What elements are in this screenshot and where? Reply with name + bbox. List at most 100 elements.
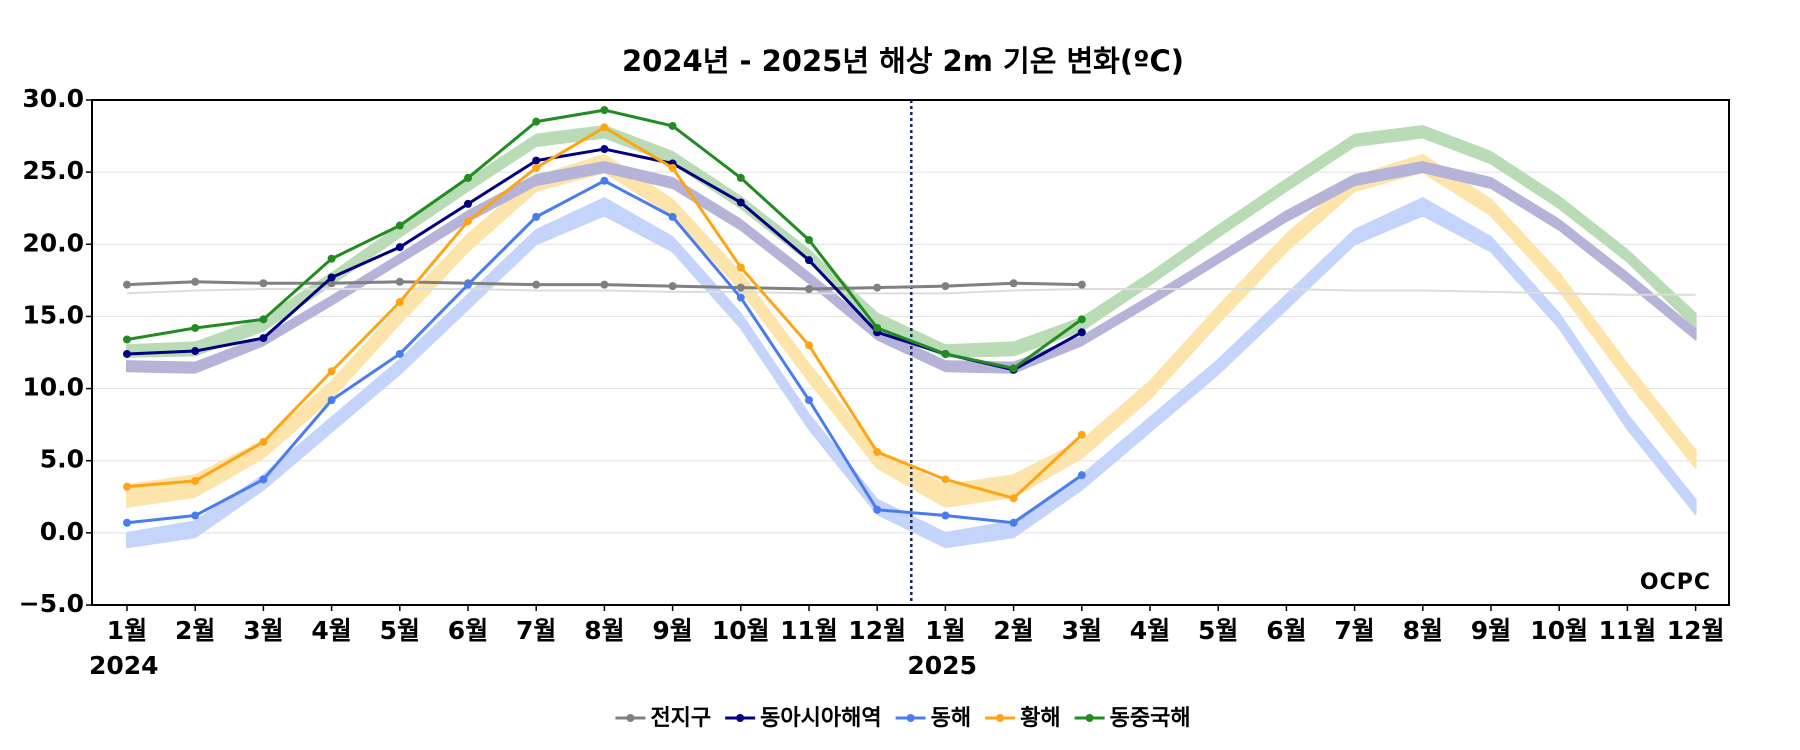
series-marker <box>532 117 541 126</box>
series-marker <box>532 280 541 289</box>
legend-marker <box>1085 714 1094 722</box>
series-marker <box>395 349 404 358</box>
series-marker <box>123 482 131 491</box>
legend-item: 동해 <box>895 706 971 731</box>
year-label: 2024 <box>89 651 159 680</box>
legend-label: 동해 <box>931 706 971 731</box>
y-tick-label: 5.0 <box>40 445 84 474</box>
legend-item: 황해 <box>985 706 1061 731</box>
series-marker <box>1077 315 1086 324</box>
legend-marker <box>736 714 745 722</box>
series-marker <box>736 263 745 272</box>
x-tick-label: 7월 <box>516 616 556 645</box>
x-tick-label: 5월 <box>1198 616 1238 645</box>
series-marker <box>805 341 813 350</box>
series-marker <box>123 280 131 289</box>
x-tick-label: 12월 <box>848 616 906 645</box>
x-tick-label: 11월 <box>1599 616 1657 645</box>
climatology-band <box>126 124 1697 358</box>
x-tick-label: 10월 <box>712 616 770 645</box>
x-tick-label: 12월 <box>1667 616 1725 645</box>
series-marker <box>259 437 268 446</box>
series-marker <box>532 212 541 221</box>
series-marker <box>600 280 609 289</box>
x-tick-label: 8월 <box>584 616 624 645</box>
legend-item: 전지구 <box>615 706 711 731</box>
series-marker <box>736 293 745 302</box>
series-marker <box>191 277 200 286</box>
series-marker <box>805 235 813 244</box>
x-tick-label: 7월 <box>1334 616 1374 645</box>
x-tick-label: 9월 <box>1471 616 1511 645</box>
series-marker <box>873 505 882 514</box>
series-marker <box>736 283 745 292</box>
series-marker <box>1009 279 1018 288</box>
x-tick-label: 3월 <box>243 616 283 645</box>
climatology-band <box>126 161 1697 374</box>
series-marker <box>123 335 131 344</box>
legend: 전지구 동아시아해역 동해 황해 동중국해 <box>615 706 1191 731</box>
series-marker <box>668 282 677 291</box>
series-marker <box>941 475 950 484</box>
series-marker <box>941 349 950 358</box>
series-marker <box>668 121 677 130</box>
legend-label: 동아시아해역 <box>760 706 881 731</box>
x-tick-label: 1월 <box>107 616 147 645</box>
series-marker <box>191 476 200 485</box>
x-tick-label: 3월 <box>1062 616 1102 645</box>
plot-frame <box>91 99 1730 606</box>
x-tick-label: 10월 <box>1530 616 1588 645</box>
series-marker <box>668 212 677 221</box>
legend-marker <box>626 714 635 722</box>
series-marker <box>1009 364 1018 373</box>
y-tick-label: 15.0 <box>22 300 84 329</box>
series-marker <box>395 298 404 306</box>
series-marker <box>805 396 813 405</box>
series-marker <box>941 511 950 520</box>
series-marker <box>805 256 813 265</box>
x-tick-label: 1월 <box>925 616 965 645</box>
series-marker <box>327 396 336 405</box>
series-marker <box>600 106 609 115</box>
series-marker <box>1077 280 1086 289</box>
x-tick-label: 11월 <box>780 616 838 645</box>
series-marker <box>668 163 677 172</box>
series-marker <box>327 273 336 282</box>
series-marker <box>191 511 200 520</box>
series-marker <box>327 254 336 263</box>
legend-label: 전지구 <box>650 706 711 731</box>
series-marker <box>464 280 472 289</box>
series-marker <box>464 173 472 182</box>
climatology-band <box>126 197 1697 549</box>
series-marker <box>600 123 609 132</box>
x-tick-label: 6월 <box>1266 616 1306 645</box>
series-marker <box>191 323 200 332</box>
series-marker <box>259 334 268 343</box>
series-marker <box>395 243 404 252</box>
legend-label: 황해 <box>1020 706 1060 731</box>
series-marker <box>600 145 609 154</box>
x-tick-label: 2월 <box>175 616 215 645</box>
series-marker <box>123 349 131 358</box>
series-marker <box>395 221 404 230</box>
y-tick-label: 20.0 <box>22 228 84 257</box>
series-marker <box>1077 471 1086 480</box>
y-tick-label: 0.0 <box>40 517 84 546</box>
legend-marker <box>906 714 915 722</box>
series-marker <box>259 475 268 484</box>
y-tick-label: 25.0 <box>22 156 84 185</box>
y-tick-label: 10.0 <box>22 373 84 402</box>
series-marker <box>123 518 131 527</box>
x-tick-label: 4월 <box>1130 616 1170 645</box>
year-label: 2025 <box>907 651 977 680</box>
series-marker <box>805 285 813 294</box>
series-marker <box>259 315 268 324</box>
series-marker <box>736 198 745 207</box>
series-marker <box>532 163 541 172</box>
x-tick-label: 9월 <box>652 616 692 645</box>
x-tick-label: 6월 <box>448 616 488 645</box>
legend-item: 동중국해 <box>1074 706 1191 731</box>
series-marker <box>1077 430 1086 439</box>
series-marker <box>464 217 472 226</box>
series-marker <box>873 448 882 457</box>
